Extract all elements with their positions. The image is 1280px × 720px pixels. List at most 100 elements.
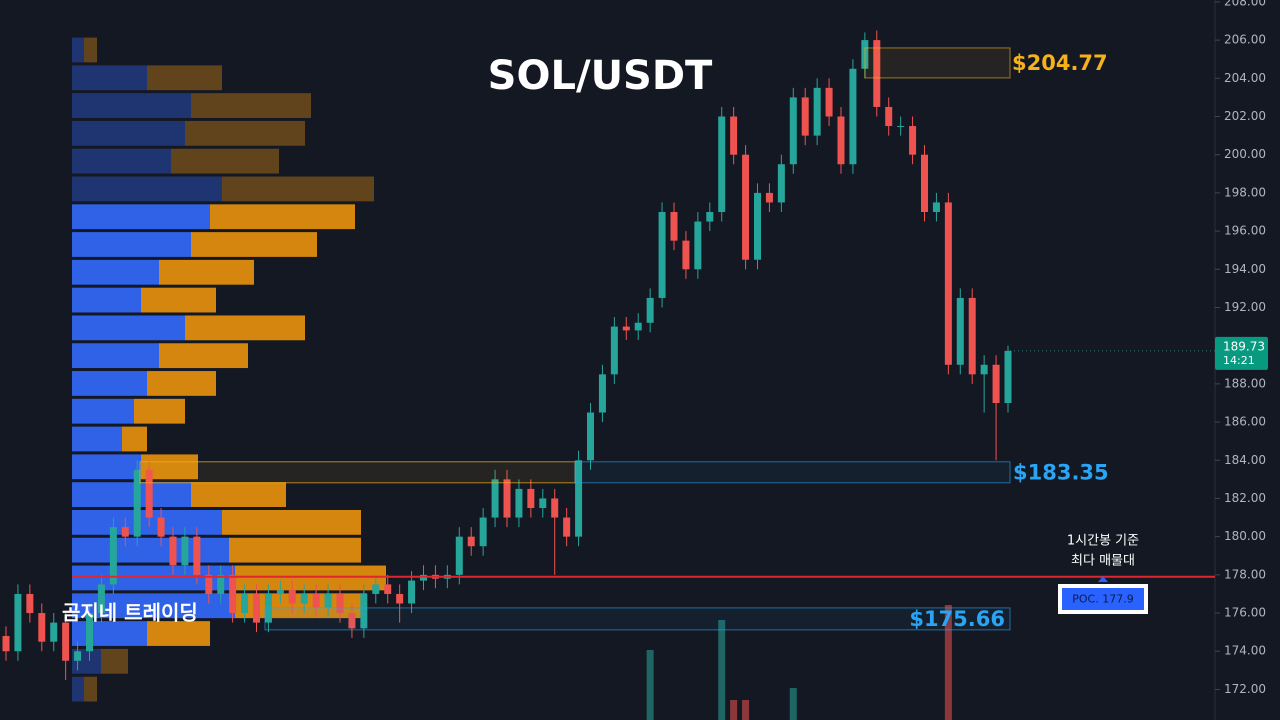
profile-buy [72, 37, 84, 63]
candle-body [491, 479, 499, 518]
profile-buy [72, 621, 147, 646]
annotation-line: 1시간봉 기준 [1067, 534, 1139, 549]
candle-body [992, 364, 1000, 403]
profile-sell [147, 371, 216, 396]
candle-body [38, 613, 46, 642]
candle-body [634, 322, 642, 331]
candle-body [229, 574, 237, 614]
candle-body [909, 126, 917, 155]
candle-body [288, 590, 296, 604]
candle-body [694, 221, 702, 270]
volume-bar [789, 688, 797, 720]
profile-sell [171, 148, 279, 174]
candle-body [276, 590, 284, 594]
candle-body [980, 364, 988, 375]
y-tick-label: 198.00 [1224, 185, 1266, 199]
candle-body [312, 593, 320, 608]
y-tick-label: 188.00 [1224, 376, 1266, 390]
profile-buy [72, 148, 171, 174]
profile-buy [72, 676, 84, 702]
candle-body [587, 412, 594, 461]
y-tick-label: 196.00 [1224, 224, 1266, 238]
candle-body [300, 593, 308, 604]
candle-body [467, 536, 475, 547]
y-tick-label: 182.00 [1224, 491, 1266, 505]
candle-body [754, 192, 761, 260]
y-tick-label: 204.00 [1224, 71, 1266, 85]
candle-body [26, 593, 34, 614]
y-tick-label: 178.00 [1224, 567, 1266, 581]
profile-buy [72, 287, 141, 313]
candle-body [109, 527, 117, 585]
candle-body [336, 593, 344, 614]
profile-buy [72, 259, 159, 285]
y-tick-label: 180.00 [1224, 529, 1266, 543]
candle-body [670, 211, 678, 241]
profile-buy [72, 343, 159, 369]
profile-buy [72, 176, 222, 202]
profile-buy [72, 120, 185, 146]
profile-buy [72, 426, 122, 452]
candle-body [837, 116, 845, 165]
profile-sell [134, 398, 185, 424]
profile-sell [147, 621, 210, 646]
profile-sell [147, 65, 222, 91]
profile-buy [72, 65, 147, 91]
y-tick-label: 192.00 [1224, 300, 1266, 314]
profile-sell [229, 537, 361, 563]
countdown-label: 14:21 [1223, 354, 1255, 367]
y-tick-label: 208.00 [1224, 0, 1266, 8]
y-tick-label: 184.00 [1224, 453, 1266, 467]
y-tick-label: 176.00 [1224, 606, 1266, 620]
candle-body [241, 593, 249, 614]
candle-body [74, 651, 82, 661]
candle-body [515, 488, 523, 518]
candle-body [205, 574, 213, 594]
candle-body [777, 164, 785, 203]
candle-body [157, 517, 165, 537]
zone-box [264, 607, 1011, 631]
candle-body [14, 593, 22, 652]
volume-bar [730, 700, 738, 720]
candle-body [527, 488, 535, 509]
annotation-line: 최다 매물대 [1071, 554, 1135, 569]
profile-sell [185, 315, 305, 341]
candle-body [551, 498, 559, 518]
candle-body [575, 460, 583, 537]
y-tick-label: 200.00 [1224, 147, 1266, 161]
candle-body [133, 469, 141, 537]
candle-body [921, 154, 928, 212]
candle-body [873, 40, 881, 107]
poc-badge [1062, 588, 1144, 610]
profile-sell [122, 426, 147, 452]
candle-body [849, 68, 857, 165]
chart-title: SOL/USDT [488, 53, 713, 99]
last-price-label: 189.73 [1223, 339, 1265, 353]
candle-body [813, 87, 821, 136]
candle-body [372, 584, 380, 594]
candle-body [765, 192, 773, 203]
overlays: $204.77 $183.35 $175.66 POC. 177.9 [72, 47, 1215, 631]
candle-body [62, 622, 70, 661]
profile-buy [72, 371, 147, 396]
candle-body [801, 97, 809, 136]
candle-body [455, 536, 463, 575]
poc-pointer [1098, 576, 1108, 582]
profile-sell [159, 259, 254, 285]
volume-bar [944, 605, 952, 720]
zone-box [864, 47, 1011, 79]
candle-body [742, 154, 750, 260]
candle-body [539, 498, 547, 509]
last-price-badge [1215, 336, 1268, 370]
candle-body [622, 326, 630, 331]
profile-sell [159, 343, 248, 369]
volume-bar [646, 650, 654, 720]
profile-sell [191, 482, 286, 507]
candle-body [944, 202, 952, 365]
candle-body [932, 202, 940, 212]
profile-buy [72, 232, 191, 257]
y-tick-label: 174.00 [1224, 644, 1266, 658]
profile-sell [222, 509, 361, 535]
